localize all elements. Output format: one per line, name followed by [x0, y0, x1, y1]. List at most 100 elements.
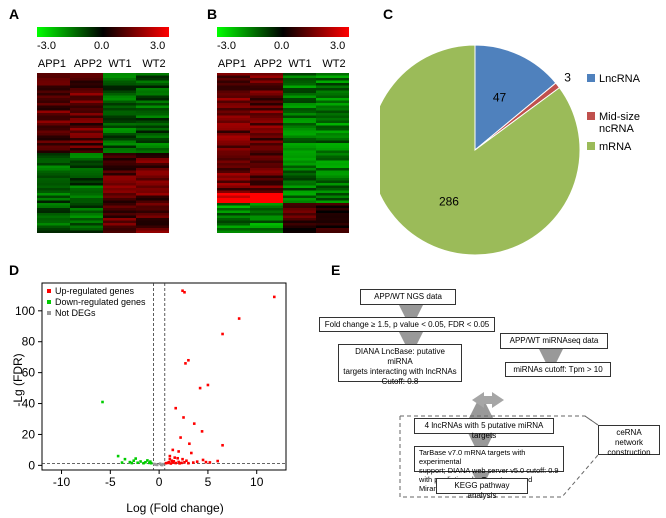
point-up-regulated-genes	[181, 457, 184, 461]
point-up-regulated-genes	[171, 448, 175, 452]
point-down-regulated-genes	[120, 461, 124, 464]
flow-box-mirnaseq-data: APP/WT miRNAseq data	[500, 333, 608, 349]
y-tick-label: 20	[22, 427, 36, 441]
x-tick-label: 10	[250, 475, 264, 489]
point-up-regulated-genes	[184, 362, 187, 365]
y-tick-label: 100	[15, 304, 35, 318]
point-up-regulated-genes	[198, 386, 202, 390]
panel-label-a: A	[9, 6, 20, 22]
point-up-regulated-genes	[204, 460, 208, 464]
point-up-regulated-genes	[237, 317, 241, 320]
flow-box-lncrna-targets: 4 lncRNAs with 5 putative miRNA targets	[414, 418, 554, 440]
panel-label-e: E	[331, 262, 341, 278]
pie-legend-swatch	[587, 112, 595, 120]
volcano-legend-label: Not DEGs	[55, 308, 96, 318]
heatmap-b-col-label: APP2	[253, 58, 283, 70]
point-up-regulated-genes	[183, 460, 186, 464]
point-up-regulated-genes	[176, 456, 179, 460]
point-up-regulated-genes	[201, 458, 205, 462]
flow-box-ngs-data: APP/WT NGS data	[360, 289, 456, 305]
point-down-regulated-genes	[144, 460, 147, 464]
point-down-regulated-genes	[123, 457, 127, 461]
point-up-regulated-genes	[191, 461, 195, 464]
pie-legend-label: LncRNA	[599, 73, 641, 85]
flow-line: ceRNA network	[614, 428, 643, 447]
heatmap-a-col-label: APP2	[73, 58, 103, 70]
point-down-regulated-genes	[128, 460, 132, 464]
volcano-legend-swatch	[47, 300, 51, 304]
volcano-plot-frame	[41, 282, 287, 471]
heatmap-b-scale-min: -3.0	[217, 40, 236, 52]
heatmap-a-col-label: WT2	[142, 58, 166, 70]
point-up-regulated-genes	[174, 406, 178, 410]
panel-label-d: D	[9, 262, 20, 278]
heatmap-b-col-label: WT2	[322, 58, 346, 70]
point-up-regulated-genes	[164, 461, 168, 465]
pie-slice-mrna	[380, 44, 581, 256]
x-tick-label: 5	[205, 475, 212, 489]
x-tick-label: -5	[105, 475, 116, 489]
point-up-regulated-genes	[192, 422, 196, 425]
flow-box-mirna-cutoff: miRNAs cutoff: Tpm > 10	[505, 362, 611, 377]
heatmap-a-scale-mid: 0.0	[94, 40, 110, 52]
heatmap-a-col-label: APP1	[37, 58, 67, 70]
flow-line: targets interacting with lncRNAs	[343, 367, 457, 376]
heatmap-b-col-label: WT1	[288, 58, 312, 70]
point-up-regulated-genes	[221, 332, 224, 336]
volcano-y-axis-label: -Lg (FDR)	[11, 353, 25, 406]
point-up-regulated-genes	[200, 430, 204, 433]
point-up-regulated-genes	[166, 461, 170, 465]
point-down-regulated-genes	[132, 459, 136, 463]
panel-label-b: B	[207, 6, 218, 22]
flow-box-kegg: KEGG pathway analysis	[436, 478, 528, 500]
point-up-regulated-genes	[170, 459, 174, 463]
flow-box-filter-criteria: Fold change ≥ 1.5, p value < 0.05, FDR <…	[319, 317, 495, 332]
pie-value-label: 47	[493, 91, 507, 105]
point-up-regulated-genes	[168, 457, 172, 461]
flow-line: TarBase v7.0 mRNA targets with experimen…	[419, 448, 526, 466]
point-up-regulated-genes	[195, 460, 199, 463]
y-tick-label: 60	[22, 366, 36, 380]
point-up-regulated-genes	[208, 461, 212, 464]
pie-legend-swatch	[587, 74, 595, 82]
pie-legend-label: Mid-size ncRNA	[599, 111, 640, 135]
point-up-regulated-genes	[188, 442, 191, 446]
point-up-regulated-genes	[221, 443, 224, 447]
point-up-regulated-genes	[206, 383, 210, 387]
point-up-regulated-genes	[187, 358, 190, 362]
point-not-degs	[155, 463, 159, 467]
flow-line: support; DIANA web server v5.0 cutoff: 0…	[419, 465, 559, 475]
point-up-regulated-genes	[178, 462, 181, 465]
flow-line: DIANA LncBase: putative miRNA	[355, 347, 445, 366]
flow-line: Cutoff: 0.8	[381, 377, 419, 386]
point-down-regulated-genes	[116, 454, 120, 458]
point-not-degs	[160, 463, 164, 467]
point-up-regulated-genes	[169, 462, 173, 465]
flow-box-cerna-network: ceRNA network construction	[598, 425, 660, 457]
heatmap-a-color-scale	[37, 27, 169, 37]
point-up-regulated-genes	[182, 416, 185, 419]
heatmap-b-scale-mid: 0.0	[274, 40, 290, 52]
heatmap-b	[217, 73, 349, 233]
volcano-legend-label: Up-regulated genes	[55, 286, 135, 296]
pie-value-label: 286	[439, 195, 459, 209]
heatmap-a-scale-max: 3.0	[150, 40, 166, 52]
pie-legend-label: mRNA	[599, 141, 632, 153]
point-down-regulated-genes	[130, 461, 134, 465]
point-not-degs	[158, 462, 162, 465]
flow-box-tarbase: TarBase v7.0 mRNA targets with experimen…	[414, 446, 564, 492]
point-down-regulated-genes	[136, 461, 139, 465]
point-up-regulated-genes	[168, 454, 172, 458]
point-down-regulated-genes	[142, 461, 145, 465]
point-down-regulated-genes	[101, 400, 104, 404]
heatmap-a	[37, 73, 169, 233]
point-up-regulated-genes	[174, 461, 178, 465]
y-tick-label: 80	[22, 335, 36, 349]
point-down-regulated-genes	[150, 461, 153, 465]
point-up-regulated-genes	[190, 451, 193, 455]
point-down-regulated-genes	[146, 459, 149, 462]
volcano-legend-label: Down-regulated genes	[55, 297, 146, 307]
heatmap-b-col-label: APP1	[217, 58, 247, 70]
